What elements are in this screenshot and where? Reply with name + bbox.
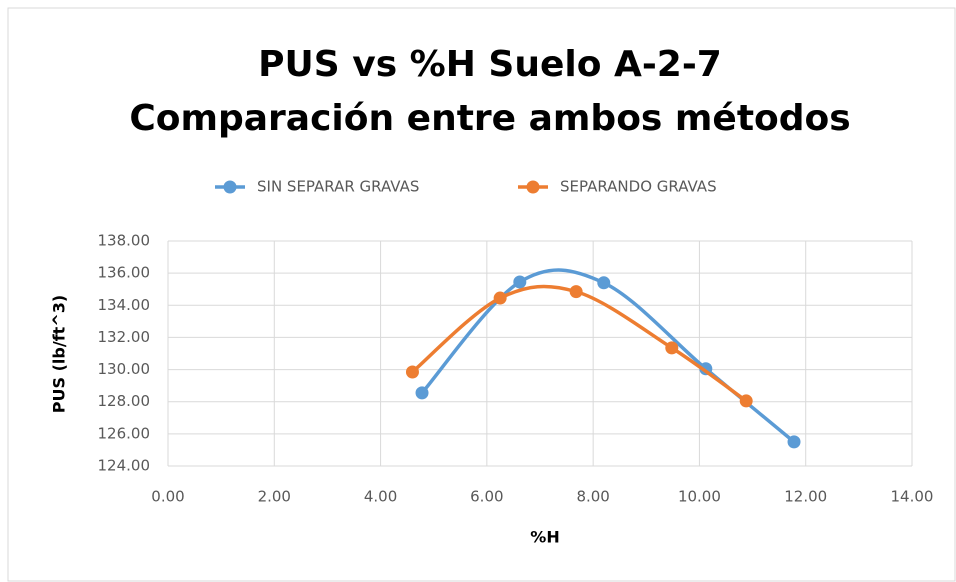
x-tick-label: 10.00 [678,488,721,506]
data-point [493,291,507,305]
y-tick-label: 128.00 [98,392,151,410]
data-point [739,394,753,408]
legend-label: SEPARANDO GRAVAS [560,178,717,196]
legend-label: SIN SEPARAR GRAVAS [257,178,419,196]
y-tick-label: 134.00 [98,296,151,314]
data-point [569,285,583,299]
x-tick-label: 8.00 [576,488,609,506]
y-tick-label: 126.00 [98,424,151,442]
x-tick-label: 14.00 [891,488,934,506]
x-tick-label: 0.00 [151,488,184,506]
y-tick-label: 130.00 [98,360,151,378]
x-axis-title: %H [530,528,559,547]
data-point [787,435,801,449]
x-tick-label: 2.00 [258,488,291,506]
chart-frame [7,7,956,582]
x-tick-label: 12.00 [784,488,827,506]
legend-marker [526,180,540,194]
chart-title: Comparación entre ambos métodos [129,98,850,139]
data-point [415,386,429,400]
y-tick-label: 138.00 [98,232,151,250]
y-tick-label: 136.00 [98,264,151,282]
chart-title: PUS vs %H Suelo A-2-7 [258,44,722,85]
x-tick-label: 4.00 [364,488,397,506]
data-point [597,276,611,290]
data-point [405,365,419,379]
y-tick-label: 124.00 [98,457,151,475]
y-tick-label: 132.00 [98,328,151,346]
data-point [513,275,527,289]
y-axis-title: PUS (lb/ft^3) [50,295,69,413]
x-tick-label: 6.00 [470,488,503,506]
data-point [665,341,679,355]
legend-marker [223,180,237,194]
